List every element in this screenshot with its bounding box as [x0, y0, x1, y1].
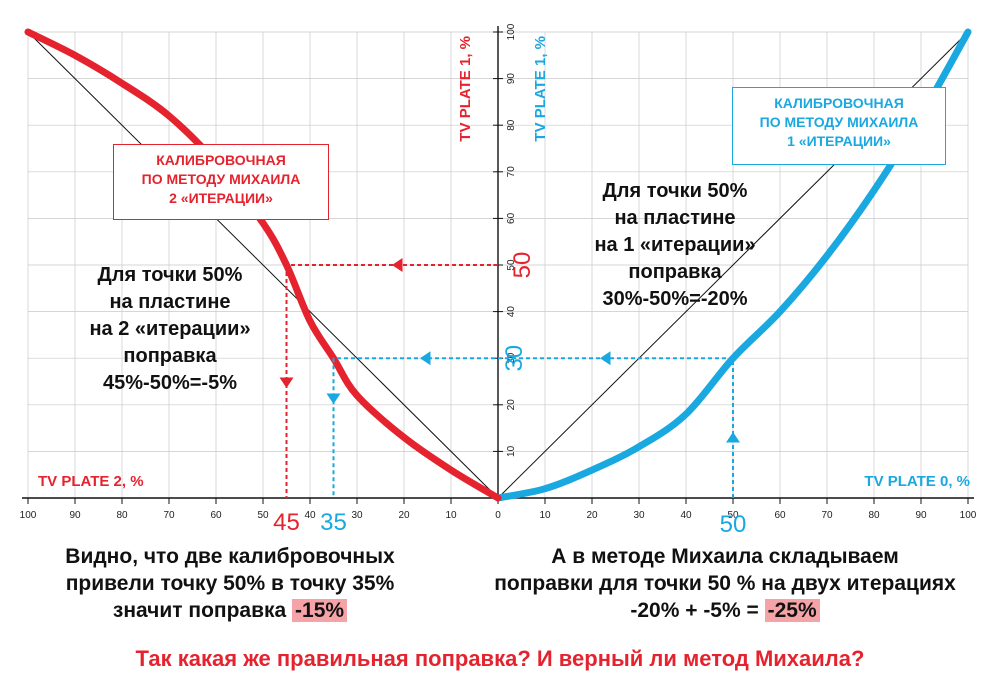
note-right-line2: на пластине — [614, 207, 736, 229]
x-tick-label: 20 — [586, 510, 598, 521]
y-tick-label: 10 — [506, 445, 517, 457]
bottom-right-highlight: -25% — [764, 599, 820, 622]
note-left: Для точки 50% на пластине на 2 «итерации… — [50, 262, 290, 397]
y-tick-label: 100 — [506, 23, 517, 40]
bottom-right-line2: поправки для точки 50 % на двух итерация… — [494, 572, 956, 595]
y-tick-label: 90 — [506, 73, 517, 85]
guide-x-label-35: 35 — [320, 509, 347, 536]
guide-x-label-45: 45 — [273, 509, 300, 536]
y-axis-title-red: TV PLATE 1, % — [457, 36, 474, 142]
x-tick-label: 60 — [774, 510, 786, 521]
x-tick-label: 20 — [398, 510, 410, 521]
guide-y-label-50: 50 — [509, 252, 536, 279]
note-left-line5: 45%-50%=-5% — [103, 372, 237, 394]
axis-titles: TV PLATE 2, % TV PLATE 0, % TV PLATE 1, % T… — [38, 36, 970, 490]
bottom-right-line1: А в методе Михаила складываем — [551, 545, 899, 568]
y-tick-label: 70 — [506, 166, 517, 178]
note-left-line3: на 2 «итерации» — [89, 318, 251, 340]
note-right-line1: Для точки 50% — [602, 180, 748, 202]
x-tick-label: 30 — [351, 510, 363, 521]
x-tick-label: 100 — [20, 510, 37, 521]
x-tick-label: 0 — [495, 510, 501, 521]
bottom-right-line3: -20% + -5% = -25% — [460, 597, 990, 624]
guide-arrow — [392, 258, 403, 272]
series-line-red — [24, 28, 502, 502]
x-tick-label: 60 — [210, 510, 222, 521]
guide-arrow — [726, 432, 740, 443]
note-left-line2: на пластине — [109, 291, 231, 313]
x-tick-label: 70 — [163, 510, 175, 521]
x-tick-label: 50 — [257, 510, 269, 521]
y-tick-label: 60 — [506, 212, 517, 224]
legend-right-line3: 1 «ИТЕРАЦИИ» — [787, 133, 891, 149]
bottom-left-text: Видно, что две калибровочных привели точ… — [20, 543, 440, 624]
x-tick-label: 80 — [868, 510, 880, 521]
guide-arrow — [600, 351, 611, 366]
bottom-left-line2: привели точку 50% в точку 35% — [65, 572, 395, 595]
guide-arrow — [279, 377, 294, 388]
x-tick-label: 40 — [304, 510, 316, 521]
bottom-right-line3-text: -20% + -5% = — [630, 599, 765, 622]
note-right: Для точки 50% на пластине на 1 «итерации… — [555, 178, 795, 313]
y-tick-label: 40 — [506, 306, 517, 318]
x-tick-label: 50 — [727, 510, 739, 521]
x-tick-label: 10 — [445, 510, 457, 521]
x-tick-label: 90 — [69, 510, 81, 521]
note-right-line3: на 1 «итерации» — [594, 234, 756, 256]
guide-y-label-30: 30 — [501, 345, 528, 372]
bottom-left-line1: Видно, что две калибровочных — [65, 545, 395, 568]
bottom-left-line3: значит поправка -15% — [20, 597, 440, 624]
note-right-line5: 30%-50%=-20% — [602, 288, 748, 310]
x-tick-label: 80 — [116, 510, 128, 521]
y-tick-label: 80 — [506, 119, 517, 131]
bottom-left-highlight: -15% — [292, 599, 348, 622]
x-axis-title-left: TV PLATE 2, % — [38, 473, 144, 490]
legend-right-line1: КАЛИБРОВОЧНАЯ — [774, 95, 904, 111]
x-tick-label: 90 — [915, 510, 927, 521]
bottom-right-text: А в методе Михаила складываем поправки д… — [460, 543, 990, 624]
y-axis-title-blue: TV PLATE 1, % — [532, 36, 549, 142]
note-left-line1: Для точки 50% — [97, 264, 243, 286]
x-tick-label: 10 — [539, 510, 551, 521]
y-tick-label: 30 — [506, 352, 517, 364]
legend-left-line1: КАЛИБРОВОЧНАЯ — [156, 152, 286, 168]
y-tick-label: 20 — [506, 399, 517, 411]
reference-diagonal — [27, 31, 499, 499]
x-tick-label: 100 — [960, 510, 977, 521]
guide-lines: 45 50 50 35 30 — [273, 252, 746, 538]
legend-box-right: КАЛИБРОВОЧНАЯ ПО МЕТОДУ МИХАИЛА 1 «ИТЕРА… — [732, 87, 946, 165]
guide-x-label-50: 50 — [720, 511, 747, 538]
x-tick-label: 40 — [680, 510, 692, 521]
x-tick-label: 30 — [633, 510, 645, 521]
bottom-question: Так какая же правильная поправка? И верн… — [135, 646, 865, 671]
bottom-left-line3-text: значит поправка — [112, 599, 293, 622]
guide-arrow — [326, 393, 341, 404]
guide-arrow — [420, 351, 431, 366]
x-axis-title-right: TV PLATE 0, % — [864, 473, 970, 490]
x-tick-label: 70 — [821, 510, 833, 521]
tick-labels: 100 90 80 70 60 50 40 30 20 10 0 10 20 30 40 50 60 70 80 90… — [20, 23, 977, 521]
legend-box-left: КАЛИБРОВОЧНАЯ ПО МЕТОДУ МИХАИЛА 2 «ИТЕРА… — [113, 144, 329, 220]
legend-left-line2: ПО МЕТОДУ МИХАИЛА — [141, 171, 301, 187]
y-tick-label: 50 — [506, 259, 517, 271]
legend-right-line2: ПО МЕТОДУ МИХАИЛА — [759, 114, 919, 130]
note-right-line4: поправка — [628, 261, 722, 283]
legend-left-line3: 2 «ИТЕРАЦИИ» — [169, 190, 273, 206]
note-left-line4: поправка — [123, 345, 217, 367]
